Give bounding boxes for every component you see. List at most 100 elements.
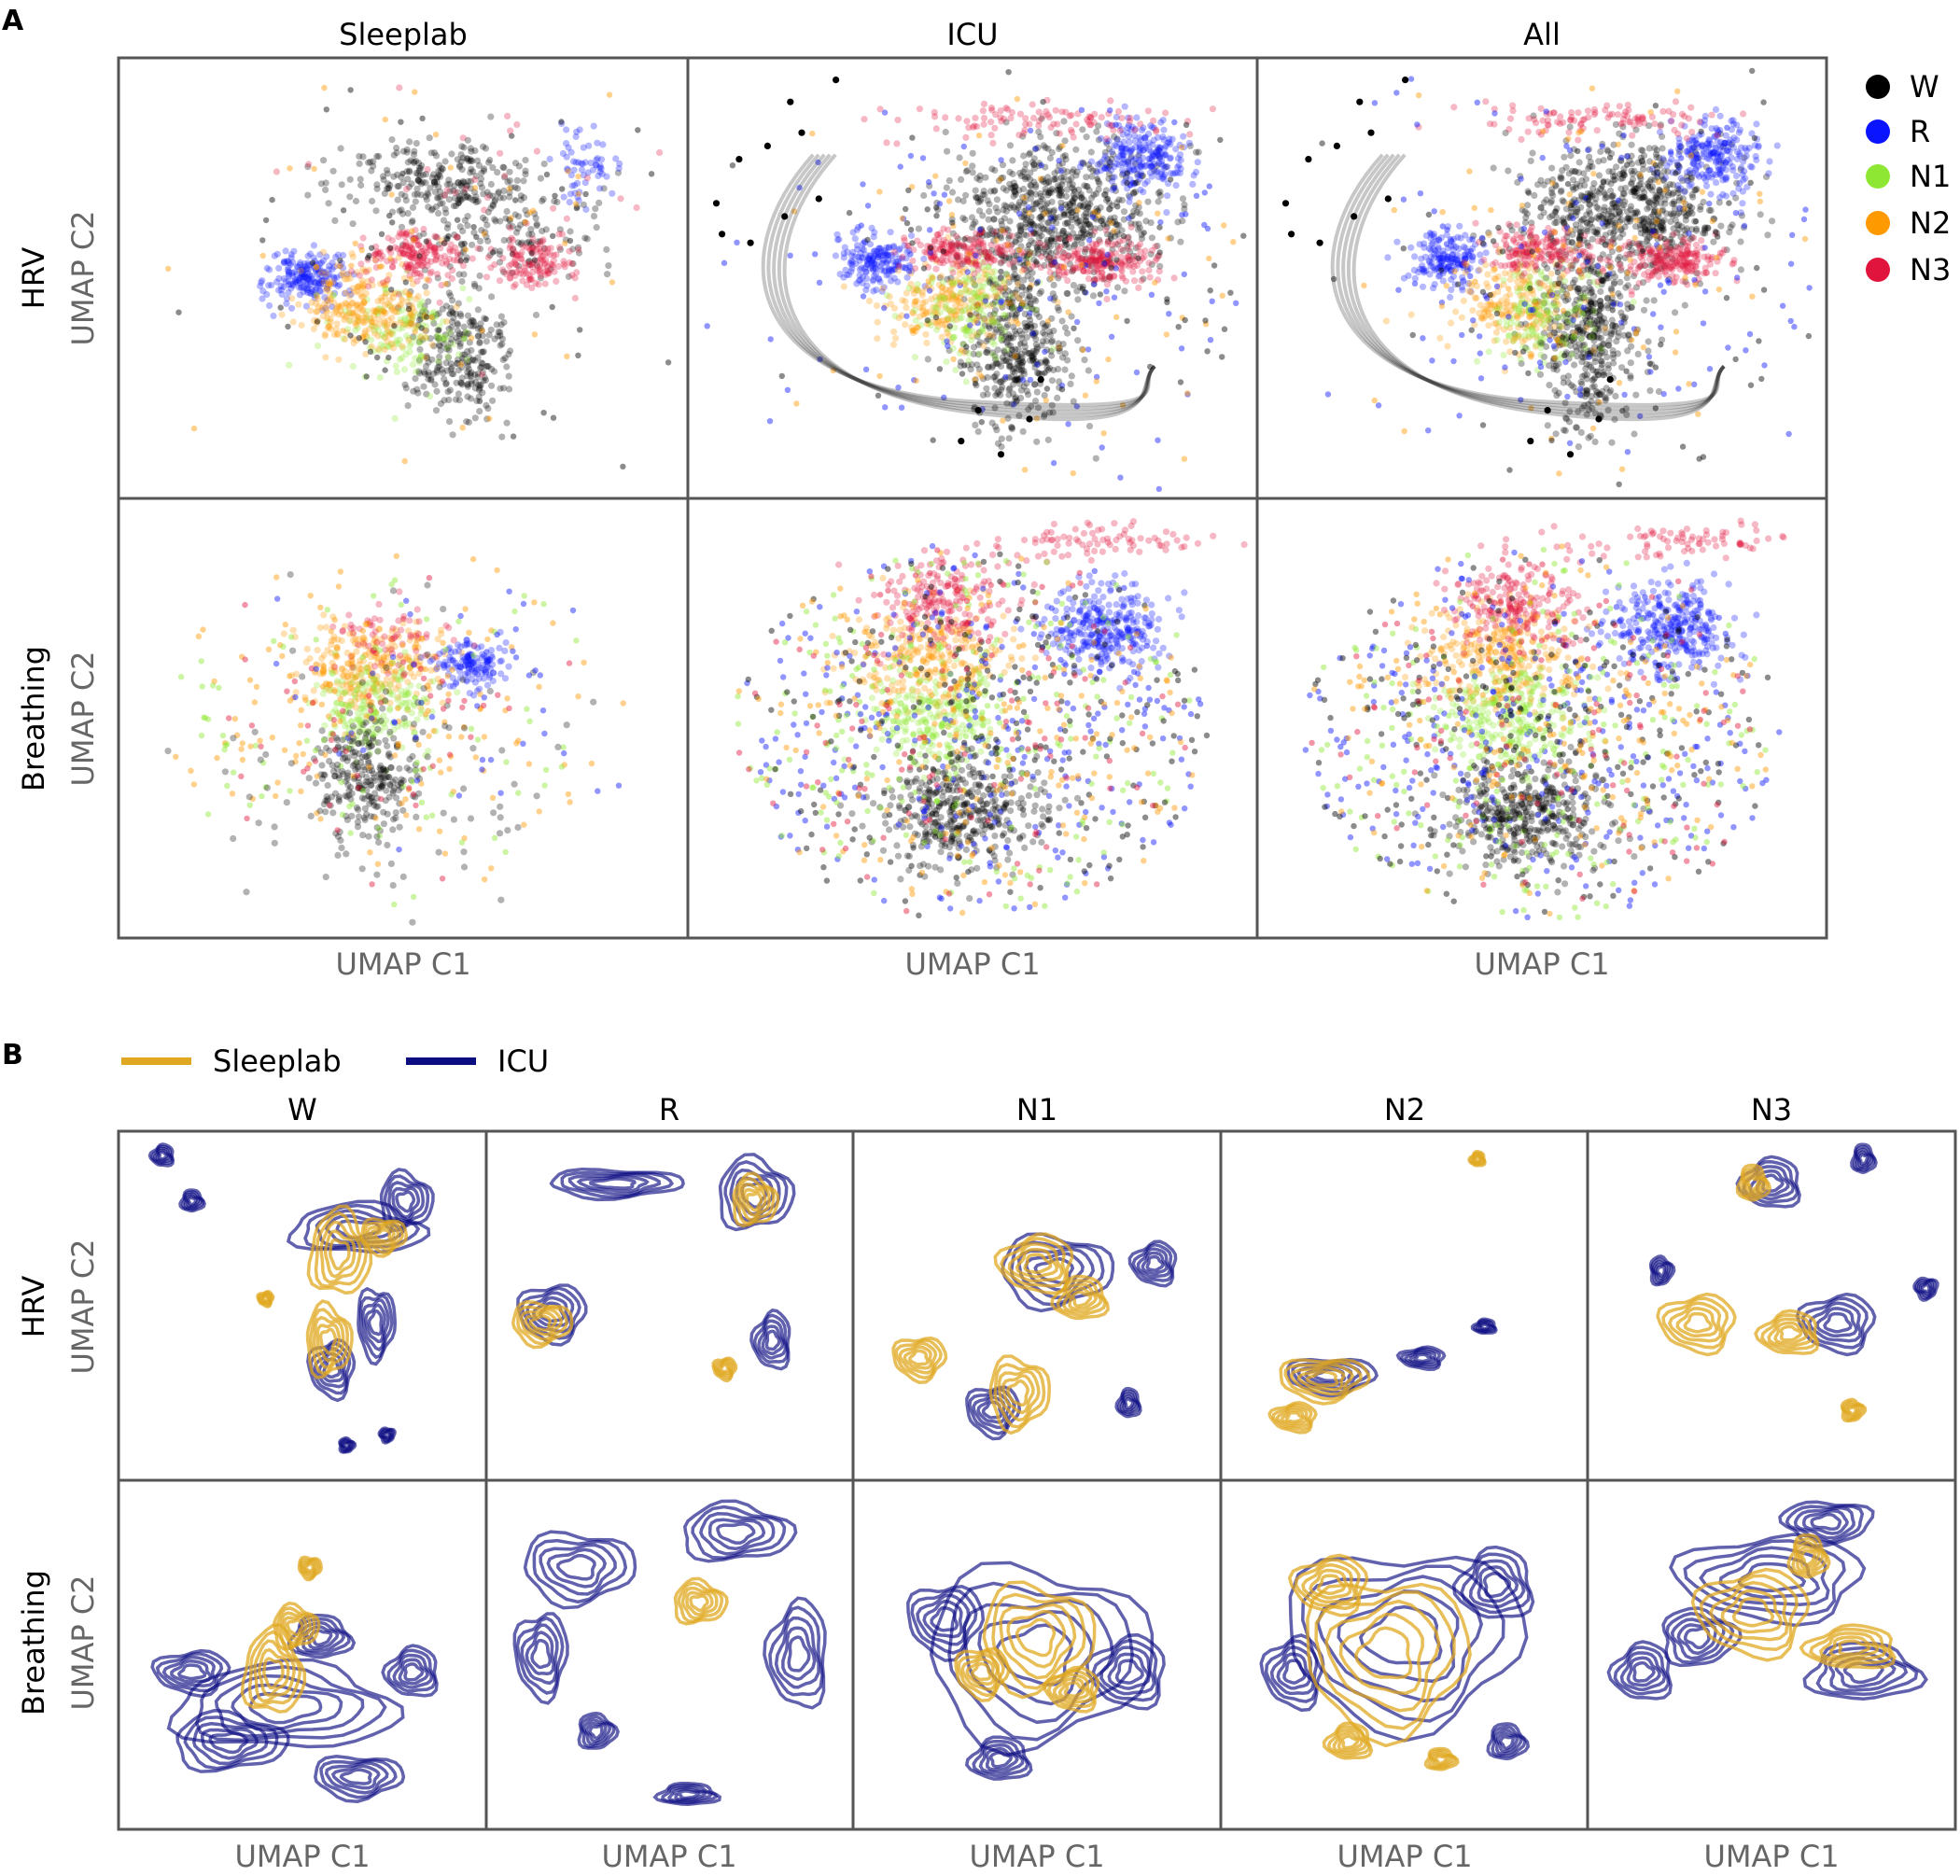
point-w [401, 192, 409, 200]
point-w [1611, 203, 1618, 211]
point-w [489, 164, 497, 172]
point-w [492, 196, 499, 203]
point-n3 [953, 232, 960, 240]
point-r [1091, 281, 1098, 287]
point-w [1574, 205, 1581, 213]
point-w [428, 205, 437, 213]
point-w [435, 335, 442, 343]
point-w [1063, 186, 1071, 193]
point-r [1121, 103, 1128, 110]
point-w [1058, 317, 1066, 325]
point-w [503, 207, 511, 216]
point-r [594, 139, 601, 147]
point-r [1157, 119, 1165, 126]
point-r [1193, 192, 1200, 199]
point-n2 [321, 84, 328, 91]
point-n3 [523, 244, 530, 251]
point-w [946, 323, 953, 329]
point-w [476, 340, 483, 347]
point-w [1701, 230, 1709, 237]
point-w [465, 329, 472, 337]
point-w [531, 257, 539, 263]
point-w [998, 443, 1005, 451]
point-r [1027, 310, 1033, 316]
point-n2 [874, 318, 881, 326]
point-n3 [432, 256, 440, 263]
point-w [1008, 426, 1015, 433]
point-n3 [997, 285, 1004, 292]
point-w [464, 381, 471, 388]
point-w [963, 343, 970, 350]
point-n3 [979, 107, 987, 115]
point-w [428, 356, 436, 363]
point-n2 [399, 343, 406, 350]
point-w [385, 180, 392, 188]
point-n1 [409, 361, 416, 369]
point-w [425, 298, 432, 305]
point-w [1028, 182, 1035, 189]
point-w [1217, 136, 1224, 144]
point-w [451, 194, 459, 202]
point-w [477, 180, 484, 188]
point-w [604, 271, 611, 278]
point-w [993, 196, 1001, 203]
point-w [1070, 197, 1077, 205]
point-n3 [560, 258, 567, 265]
point-w [1632, 208, 1641, 216]
point-n1 [314, 342, 322, 350]
point-n3 [394, 245, 401, 253]
point-w [511, 184, 519, 191]
point-w [969, 169, 976, 176]
point-w [454, 321, 461, 329]
point-n1 [960, 306, 968, 314]
point-n2 [1019, 300, 1027, 307]
point-w [487, 180, 496, 189]
panel-a-row-label-breathing: Breathing [16, 646, 51, 791]
point-r [973, 252, 979, 259]
point-w [456, 223, 464, 231]
point-w [1586, 153, 1593, 161]
point-w [1040, 142, 1047, 149]
point-w [478, 184, 486, 191]
point-w [444, 220, 452, 229]
point-w [463, 155, 470, 162]
point-w [1227, 289, 1234, 296]
point-w [490, 249, 497, 256]
point-w [1093, 128, 1100, 135]
point-n3 [563, 215, 571, 222]
point-w [446, 180, 454, 188]
point-r [270, 312, 277, 320]
point-w-outlier [712, 200, 721, 207]
point-w [497, 194, 504, 202]
point-n3 [1118, 273, 1126, 280]
point-w [476, 408, 483, 415]
point-w [304, 163, 312, 171]
point-w [924, 206, 931, 213]
point-w [464, 372, 471, 380]
point-w [382, 367, 388, 373]
point-n1 [971, 281, 978, 288]
point-w [500, 187, 508, 194]
point-r [1111, 142, 1118, 149]
point-r [1189, 180, 1197, 188]
point-n2 [508, 215, 514, 221]
point-w [1569, 176, 1577, 184]
point-w [506, 177, 514, 185]
point-n2 [469, 335, 475, 342]
point-w [1061, 152, 1069, 160]
point-r [1164, 192, 1171, 200]
point-n1 [965, 350, 973, 357]
point-w [401, 381, 409, 388]
point-n3 [474, 245, 482, 252]
point-w [458, 166, 466, 174]
point-w [413, 140, 420, 147]
point-n2 [1059, 143, 1066, 149]
point-w [1064, 290, 1071, 298]
point-w [1537, 203, 1545, 211]
point-w [390, 173, 398, 180]
point-w [425, 190, 432, 198]
point-w [514, 185, 522, 192]
point-w [262, 217, 270, 224]
point-w [1042, 359, 1049, 367]
point-w [1017, 341, 1024, 347]
